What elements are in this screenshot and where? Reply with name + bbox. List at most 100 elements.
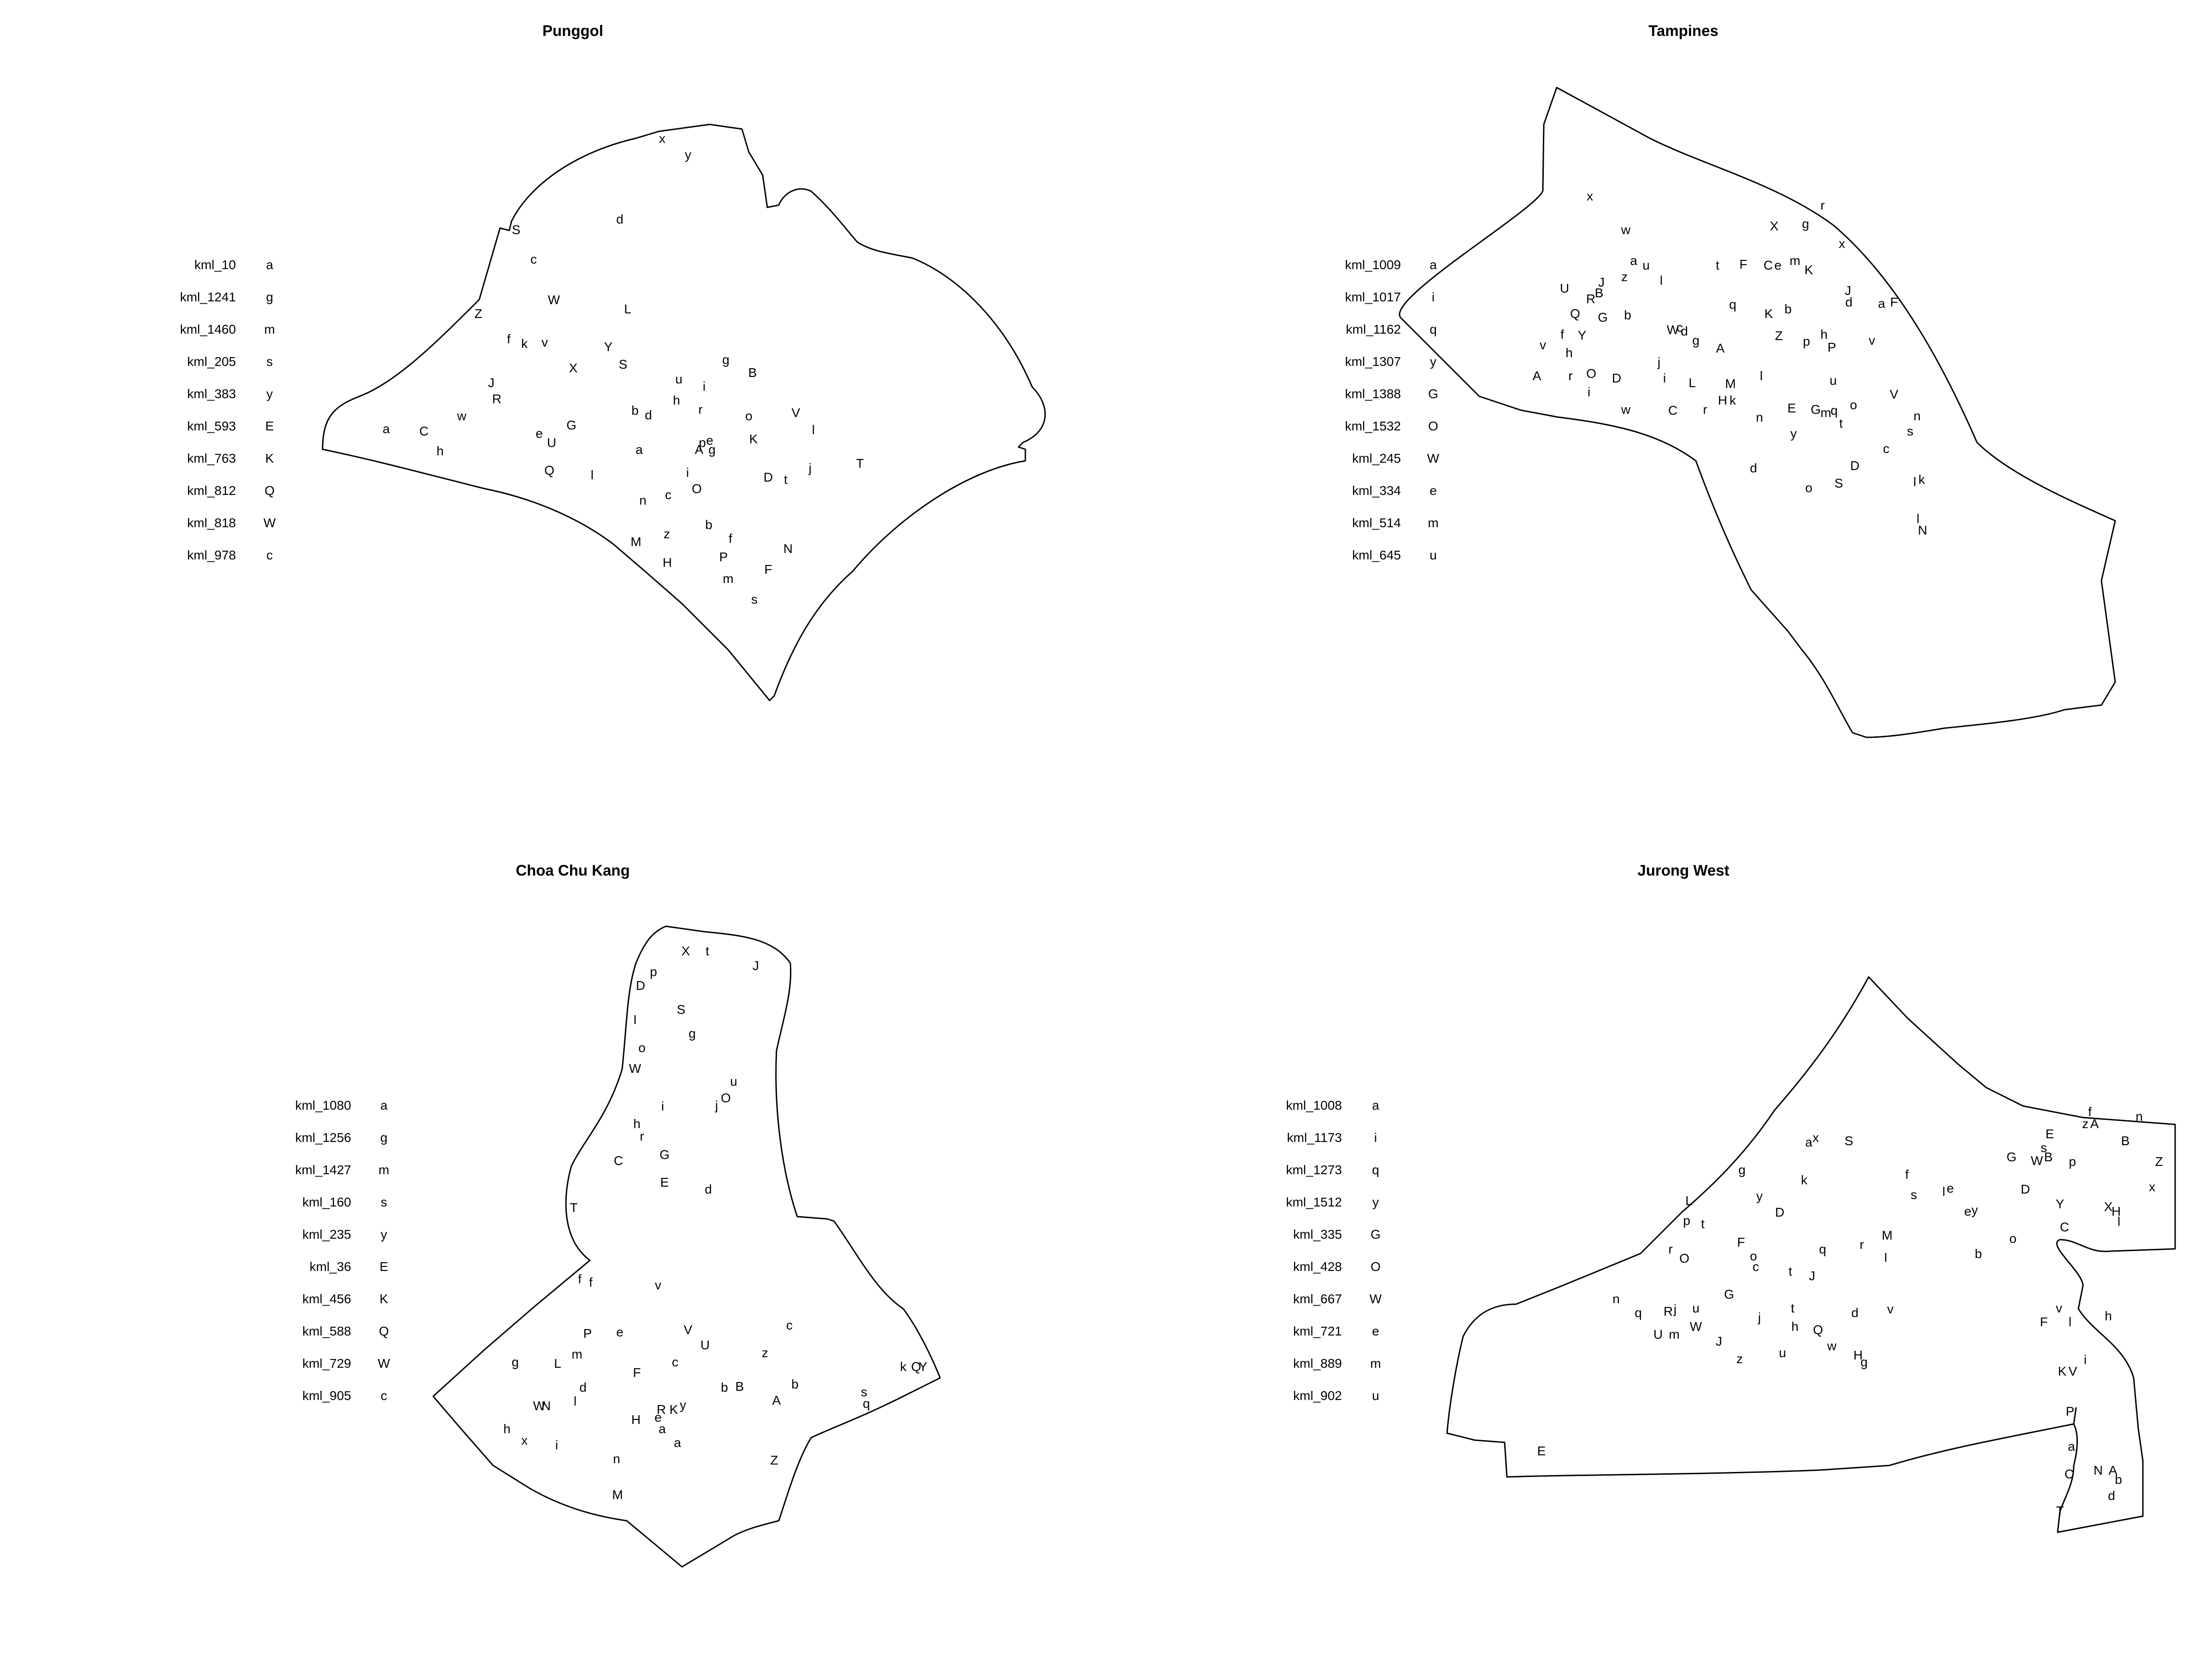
point-label: c xyxy=(1677,320,1683,335)
point-label: U xyxy=(1653,1327,1663,1341)
point-label: S xyxy=(1845,1134,1853,1148)
point-label: g xyxy=(1860,1355,1868,1369)
point-label: T xyxy=(570,1200,577,1215)
point-label: p xyxy=(650,965,657,979)
point-label: o xyxy=(2009,1231,2017,1246)
point-label: q xyxy=(863,1396,870,1411)
legend-letter: c xyxy=(266,548,273,562)
point-label: x xyxy=(2149,1180,2155,1194)
legend-code: kml_334 xyxy=(1352,483,1401,498)
point-label: i xyxy=(1663,371,1666,385)
legend-code: kml_383 xyxy=(187,387,236,401)
point-label: U xyxy=(700,1338,710,1352)
point-label: i xyxy=(555,1438,558,1452)
legend-letter: u xyxy=(1430,548,1437,562)
point-label: D xyxy=(1612,371,1621,385)
point-label: l xyxy=(1660,273,1663,288)
point-label: r xyxy=(1703,402,1707,417)
point-label: O xyxy=(1586,366,1596,381)
point-label: x xyxy=(659,131,665,146)
point-label: G xyxy=(659,1147,670,1162)
point-label: q xyxy=(1635,1306,1642,1320)
point-label: h xyxy=(1565,346,1573,360)
point-label: V xyxy=(1890,387,1899,401)
point-label: c xyxy=(1883,441,1889,456)
point-label: l xyxy=(1917,512,1919,526)
point-label: s xyxy=(751,592,758,606)
point-label: j xyxy=(808,461,812,475)
point-label: R xyxy=(492,392,501,406)
legend-code: kml_812 xyxy=(187,483,236,498)
point-label: l xyxy=(1760,369,1763,383)
point-label: K xyxy=(749,432,758,446)
legend-code: kml_729 xyxy=(302,1356,351,1371)
point-label: b xyxy=(705,518,712,532)
legend-letter: c xyxy=(381,1388,387,1403)
legend-letter: Q xyxy=(379,1324,389,1338)
point-label: a xyxy=(674,1435,681,1450)
point-label: s xyxy=(1911,1188,1917,1202)
legend-letter: i xyxy=(1374,1130,1377,1145)
point-label: c xyxy=(665,488,671,502)
point-label: m xyxy=(723,571,733,586)
point-label: E xyxy=(1537,1444,1546,1458)
point-label: e xyxy=(1774,258,1782,272)
point-label: D xyxy=(764,470,773,484)
point-label: u xyxy=(730,1074,737,1088)
legend-code: kml_1273 xyxy=(1286,1163,1342,1177)
point-label: P xyxy=(2066,1404,2075,1418)
point-label: U xyxy=(1560,281,1569,295)
point-label: A xyxy=(695,442,704,457)
legend-letter: E xyxy=(265,419,274,433)
point-label: v xyxy=(541,335,548,349)
point-label: F xyxy=(1739,257,1747,271)
point-label: J xyxy=(1598,275,1605,289)
point-label: w xyxy=(1827,1339,1837,1353)
point-label: I xyxy=(633,1012,637,1027)
point-label: F xyxy=(764,562,772,577)
legend-code: kml_1388 xyxy=(1345,387,1401,401)
panel-title-tampines: Tampines xyxy=(1648,22,1718,39)
points-jurong-west: f n z A a x S B E s G W B p Z g k f l e … xyxy=(1537,1105,2163,1518)
panel-title-jurong-west: Jurong West xyxy=(1637,862,1729,879)
point-label: c xyxy=(1753,1259,1759,1274)
point-label: a xyxy=(1878,296,1885,311)
point-label: i xyxy=(703,379,706,394)
region-outline-choa-chu-kang xyxy=(432,925,941,1568)
point-label: Q xyxy=(1570,306,1580,321)
point-label: Q xyxy=(911,1359,921,1374)
point-label: O xyxy=(1679,1251,1689,1265)
legend-letter: a xyxy=(1372,1098,1379,1112)
point-label: K xyxy=(1765,306,1773,321)
point-label: f xyxy=(1560,327,1564,341)
point-label: a xyxy=(2068,1439,2075,1453)
legend-letter: m xyxy=(1370,1356,1381,1371)
point-label: g xyxy=(1802,217,1809,231)
point-label: H xyxy=(2112,1204,2121,1218)
point-label: o xyxy=(1750,1249,1757,1263)
legend-code: kml_10 xyxy=(194,258,236,272)
point-label: n xyxy=(1913,409,1921,423)
point-label: R xyxy=(1664,1304,1673,1318)
panel-punggol: Punggol kml_10 a kml_1241 g kml_1460 m k… xyxy=(180,22,1046,701)
legend-letter: i xyxy=(1432,290,1435,304)
point-label: U xyxy=(547,435,556,450)
point-label: N xyxy=(783,541,793,556)
legend-code: kml_1460 xyxy=(180,322,236,336)
point-label: m xyxy=(1669,1327,1679,1341)
legend-letter: O xyxy=(1428,419,1438,433)
point-label: d xyxy=(616,212,624,226)
legend-choa-chu-kang: kml_1080 a kml_1256 g kml_1427 m kml_160… xyxy=(295,1098,390,1403)
point-label: t xyxy=(1788,1264,1792,1278)
point-label: q xyxy=(1819,1242,1826,1256)
point-label: w xyxy=(457,409,467,423)
point-label: e xyxy=(1947,1181,1954,1195)
legend-code: kml_1173 xyxy=(1287,1130,1342,1145)
point-label: n xyxy=(1612,1292,1620,1306)
point-label: l xyxy=(1942,1184,1945,1199)
legend-letter: Q xyxy=(265,483,275,498)
point-label: l xyxy=(2118,1214,2120,1229)
point-label: i xyxy=(1588,385,1590,399)
point-label: y xyxy=(1971,1203,1978,1217)
point-label: k xyxy=(1918,472,1925,487)
